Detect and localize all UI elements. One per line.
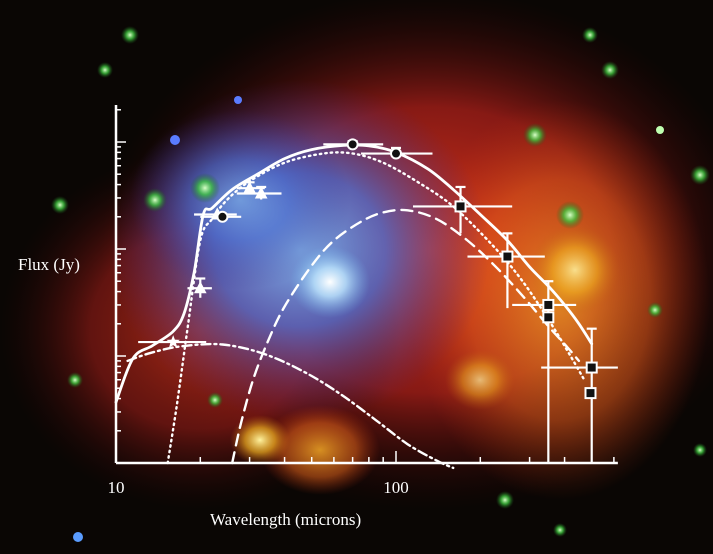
data-point-square — [542, 298, 555, 311]
series-dash-dot-line — [126, 342, 455, 470]
data-point-triangle — [193, 281, 207, 294]
x-tick-label: 100 — [383, 478, 409, 497]
data-point-square — [584, 387, 597, 400]
data-point-square — [585, 361, 598, 374]
data-point-square — [454, 200, 467, 213]
x-axis-label: Wavelength (microns) — [210, 510, 361, 529]
data-point-triangle — [254, 186, 268, 199]
data-point-square — [542, 311, 555, 324]
plot-area: 10 100 — [108, 105, 618, 497]
series-dashed-line — [231, 208, 581, 465]
data-point-circle — [390, 147, 402, 160]
data-point-circle — [216, 210, 229, 223]
series-solid-line — [114, 143, 594, 404]
data-point-circle — [346, 138, 359, 151]
y-axis-label: Flux (Jy) — [18, 255, 80, 274]
data-point-square — [501, 250, 514, 263]
series-dotted-line — [166, 151, 586, 465]
data-point-triangle — [243, 181, 256, 194]
x-tick-label: 10 — [108, 478, 125, 497]
data-point-star — [166, 335, 180, 348]
